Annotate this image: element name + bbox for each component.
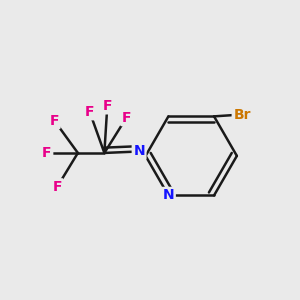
Text: F: F [122, 111, 131, 124]
Text: F: F [85, 105, 94, 119]
Text: N: N [133, 145, 145, 158]
Text: F: F [50, 114, 59, 128]
Text: F: F [103, 99, 112, 113]
Text: N: N [163, 188, 174, 203]
Text: F: F [42, 146, 52, 160]
Text: Br: Br [233, 108, 251, 122]
Text: F: F [52, 180, 62, 194]
